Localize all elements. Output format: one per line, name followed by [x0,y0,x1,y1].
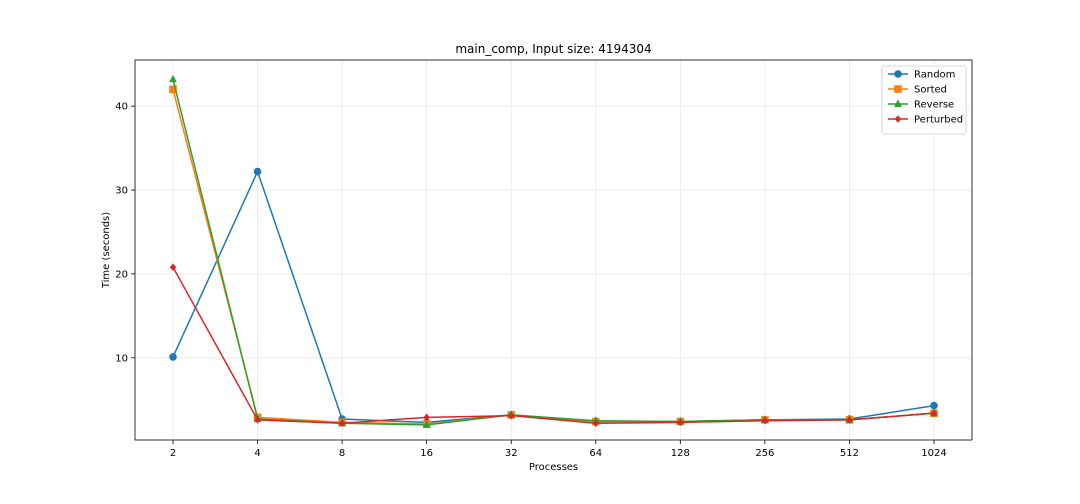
series-layer [169,74,938,428]
data-point [930,409,938,417]
data-point [338,419,346,428]
legend-marker [894,115,902,123]
legend-item-sorted: Sorted [888,85,947,96]
legend-marker [894,99,902,107]
data-point [846,416,853,424]
legend-item-perturbed: Perturbed [888,115,963,126]
data-point [677,418,684,427]
y-axis-label: Time (seconds) [101,212,112,289]
x-tick-label: 128 [671,448,690,459]
x-tick-label: 4 [254,448,260,459]
legend-label: Reverse [914,100,954,111]
y-tick-label: 20 [115,269,128,280]
chart-title: main_comp, Input size: 4194304 [455,42,651,56]
x-tick-label: 256 [755,448,774,459]
x-tick-label: 2 [170,448,176,459]
legend-label: Sorted [914,85,947,96]
data-point [169,263,177,271]
series-line [172,266,935,424]
data-point [761,416,769,425]
ticks: 2 4 8 16 32 64 128 256 512 1024 10 20 30 40 [115,102,946,459]
data-point [423,413,430,422]
x-tick-label: 64 [589,448,602,459]
x-tick-label: 32 [505,448,518,459]
legend-box [881,65,967,135]
x-axis-label: Processes [529,462,578,473]
data-point [254,416,261,424]
grid [135,60,972,440]
data-point [930,401,938,410]
legend-label: Perturbed [914,115,963,126]
legend-marker [894,70,902,78]
data-point [169,74,177,83]
y-tick-label: 10 [115,353,128,364]
y-tick-label: 30 [115,186,128,197]
data-point [253,167,262,176]
y-tick-label: 40 [115,102,128,113]
legend: Random Sorted Reverse Perturbed [881,65,967,135]
legend-label: Random [914,70,955,81]
legend-marker [894,85,902,93]
data-point [169,353,177,361]
legend-item-reverse: Reverse [888,99,954,111]
x-tick-label: 1024 [921,448,946,459]
x-tick-label: 8 [339,448,345,459]
series-perturbed [169,263,938,428]
x-tick-label: 16 [420,448,433,459]
legend-item-random: Random [888,70,955,81]
plot-frame [134,59,973,441]
x-tick-label: 512 [840,448,859,459]
data-point [592,419,599,428]
data-point [508,411,515,420]
data-point [169,85,177,94]
data-point [422,420,431,428]
